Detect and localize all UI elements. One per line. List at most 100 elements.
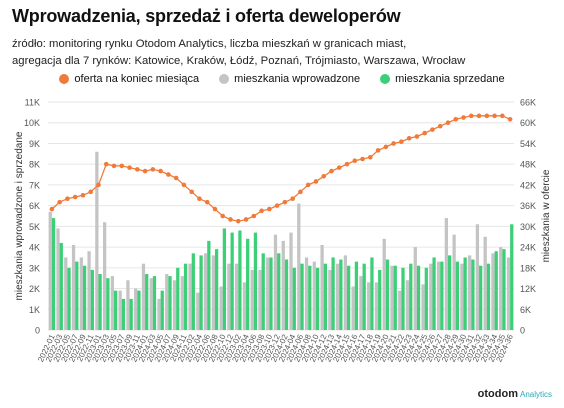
bar-sold <box>238 230 242 330</box>
offer-point <box>259 208 264 214</box>
offer-point <box>142 168 148 174</box>
bar-introduced <box>141 263 146 330</box>
bar-introduced <box>390 265 394 330</box>
y-tick-label: 10K <box>24 118 40 128</box>
bar-sold <box>137 290 141 330</box>
bar-introduced <box>188 263 192 330</box>
bar-sold <box>207 240 211 330</box>
bar-sold <box>416 265 421 330</box>
y2-tick-label: 48K <box>520 160 536 170</box>
offer-point <box>360 156 365 162</box>
bar-introduced <box>126 280 130 330</box>
offer-point <box>391 141 396 146</box>
bar-sold <box>447 255 452 330</box>
brand-suffix: Analytics <box>519 390 552 399</box>
bar-introduced <box>118 290 122 330</box>
offer-point <box>313 179 319 184</box>
offer-point <box>119 163 125 169</box>
offer-point <box>189 189 194 195</box>
bar-sold <box>347 265 351 330</box>
offer-point <box>422 130 427 136</box>
offer-point <box>150 167 156 172</box>
bar-sold <box>191 253 195 330</box>
bar-introduced <box>48 211 52 330</box>
bar-sold <box>246 238 250 330</box>
bar-introduced <box>235 263 239 330</box>
y2-axis-label: mieszkania w ofercie <box>541 169 552 262</box>
bar-introduced <box>297 203 301 330</box>
bar-sold <box>253 232 258 330</box>
bar-sold <box>230 232 234 330</box>
bar-introduced <box>289 232 293 330</box>
chart-title: Wprowadzenia, sprzedaż i oferta dewelope… <box>12 6 401 26</box>
bar-introduced <box>429 263 433 330</box>
bar-sold <box>315 267 320 330</box>
bar-introduced <box>351 286 355 330</box>
offer-point <box>375 148 381 153</box>
bar-sold <box>129 298 133 330</box>
y2-tick-label: 30K <box>520 222 536 232</box>
bar-sold <box>354 261 359 330</box>
bar-sold <box>82 265 87 330</box>
bar-sold <box>292 267 296 330</box>
offer-point <box>468 113 474 119</box>
offer-point <box>437 123 443 129</box>
offer-point <box>243 217 249 222</box>
offer-point <box>228 217 233 222</box>
offer-point <box>251 213 257 219</box>
y-tick-label: 3K <box>29 263 40 273</box>
y2-tick-label: 6K <box>520 305 531 315</box>
bar-sold <box>401 267 405 330</box>
y-axis-label: mieszkania wprowadzone i sprzedane <box>14 131 25 300</box>
bar-introduced <box>468 255 472 330</box>
bar-sold <box>214 249 219 330</box>
bar-sold <box>385 259 390 330</box>
offer-point <box>368 154 373 160</box>
bar-sold <box>409 263 413 330</box>
offer-point <box>352 158 358 164</box>
bar-sold <box>463 257 467 330</box>
y2-tick-label: 54K <box>520 139 536 149</box>
offer-point <box>274 203 280 208</box>
bar-sold <box>168 276 172 330</box>
bar-introduced <box>499 247 503 330</box>
bar-introduced <box>506 257 511 330</box>
offer-point <box>305 182 311 188</box>
bar-introduced <box>165 274 169 330</box>
offer-point <box>57 199 62 205</box>
bar-introduced <box>304 257 309 330</box>
legend-item-introduced: mieszkania wprowadzone <box>219 73 360 85</box>
offer-point <box>235 218 241 224</box>
bar-sold <box>90 269 94 330</box>
bar-introduced <box>258 269 262 330</box>
bar-sold <box>284 259 289 330</box>
bar-introduced <box>172 280 177 330</box>
bar-sold <box>152 276 157 330</box>
bar-introduced <box>398 290 402 330</box>
bar-introduced <box>110 276 115 330</box>
bar-sold <box>59 242 63 330</box>
bar-introduced <box>312 261 316 330</box>
bar-introduced <box>452 234 456 330</box>
bar-sold <box>486 263 491 330</box>
offer-point <box>399 139 404 145</box>
bar-introduced <box>374 282 379 330</box>
y2-tick-label: 12K <box>520 284 536 294</box>
bar-sold <box>277 253 281 330</box>
bar-sold <box>145 274 149 330</box>
offer-point <box>80 192 86 198</box>
bar-introduced <box>460 263 464 330</box>
y-tick-label: 6K <box>29 201 40 211</box>
bar-introduced <box>56 228 60 330</box>
offer-point <box>65 196 70 202</box>
bar-introduced <box>266 257 270 330</box>
bar-sold <box>75 261 79 330</box>
bar-sold <box>106 278 110 330</box>
bar-sold <box>510 224 514 330</box>
bar-sold <box>455 261 460 330</box>
y2-tick-label: 66K <box>520 98 536 108</box>
bar-introduced <box>180 276 184 330</box>
legend-swatch-offer <box>59 74 70 84</box>
y2-tick-label: 42K <box>520 180 536 190</box>
bar-sold <box>261 253 265 330</box>
